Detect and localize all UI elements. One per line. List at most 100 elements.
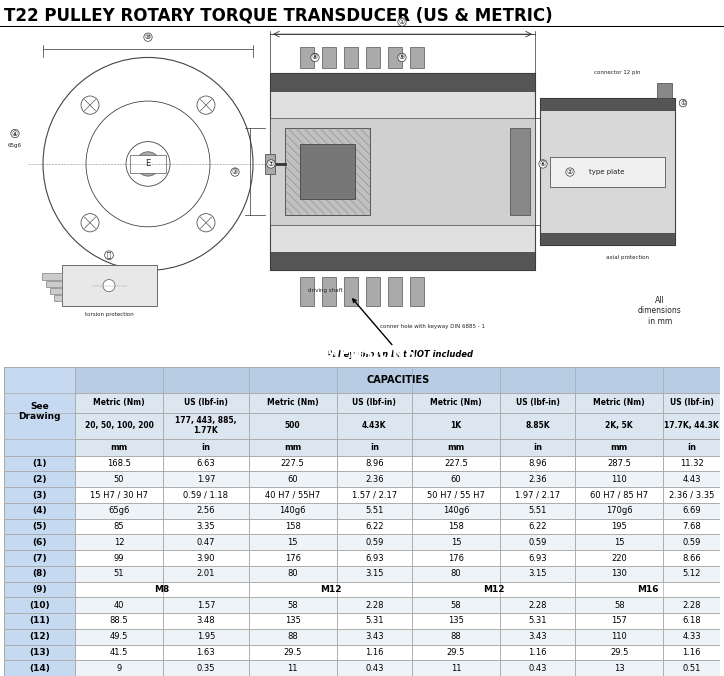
Text: 220: 220 xyxy=(611,554,627,562)
Text: (4): (4) xyxy=(32,506,47,515)
Bar xyxy=(163,393,249,413)
Text: ⑦: ⑦ xyxy=(268,161,274,167)
Bar xyxy=(62,265,157,306)
Text: 130: 130 xyxy=(611,569,627,578)
Bar xyxy=(576,644,663,660)
Bar xyxy=(75,598,163,613)
Text: 85: 85 xyxy=(114,522,125,531)
Text: (2): (2) xyxy=(32,475,47,484)
Bar xyxy=(337,629,412,644)
Text: 2K, 5K: 2K, 5K xyxy=(605,421,633,430)
Text: T22 PULLEY ROTARY TORQUE TRANSDUCER (US & METRIC): T22 PULLEY ROTARY TORQUE TRANSDUCER (US … xyxy=(4,7,552,24)
Text: 1.57 / 2.17: 1.57 / 2.17 xyxy=(352,491,397,500)
Bar xyxy=(657,82,672,98)
Bar xyxy=(540,233,675,245)
Text: in: in xyxy=(201,443,211,452)
Bar xyxy=(249,471,337,487)
Text: 170g6: 170g6 xyxy=(606,506,633,515)
Text: 0.43: 0.43 xyxy=(365,664,384,673)
Bar xyxy=(576,581,720,598)
Text: 29.5: 29.5 xyxy=(610,648,628,657)
Text: 11.32: 11.32 xyxy=(680,459,704,468)
Bar xyxy=(163,471,249,487)
Text: 29.5: 29.5 xyxy=(447,648,465,657)
Bar xyxy=(4,550,75,566)
Text: 0.59 / 1.18: 0.59 / 1.18 xyxy=(183,491,228,500)
Text: torsion protection: torsion protection xyxy=(85,312,133,316)
Bar xyxy=(75,393,163,413)
Bar xyxy=(54,295,62,301)
Bar xyxy=(500,518,576,535)
Bar xyxy=(163,413,249,439)
Bar xyxy=(337,550,412,566)
Bar xyxy=(388,47,402,68)
Text: 135: 135 xyxy=(285,617,300,625)
Bar xyxy=(663,629,720,644)
Text: 0.59: 0.59 xyxy=(529,538,547,547)
Bar xyxy=(663,503,720,518)
Text: 51: 51 xyxy=(114,569,125,578)
Bar xyxy=(249,487,337,503)
Text: 1.97 / 2.17: 1.97 / 2.17 xyxy=(515,491,560,500)
Bar xyxy=(163,598,249,613)
Text: 8.85K: 8.85K xyxy=(526,421,550,430)
Text: ⑥: ⑥ xyxy=(540,161,546,167)
Bar xyxy=(249,456,337,471)
Text: 1.16: 1.16 xyxy=(683,648,701,657)
Bar xyxy=(300,144,355,199)
Circle shape xyxy=(136,152,160,176)
Text: in: in xyxy=(370,443,379,452)
Bar xyxy=(500,566,576,581)
Text: ⑩: ⑩ xyxy=(145,34,151,40)
Text: E: E xyxy=(146,160,151,168)
Bar xyxy=(4,487,75,503)
Text: 227.5: 227.5 xyxy=(281,459,305,468)
Bar xyxy=(412,550,500,566)
Text: 58: 58 xyxy=(450,601,461,610)
Text: (13): (13) xyxy=(29,648,50,657)
Bar xyxy=(576,629,663,644)
Text: 2.01: 2.01 xyxy=(197,569,215,578)
Text: ⑧: ⑧ xyxy=(312,55,318,60)
Text: 0.51: 0.51 xyxy=(683,664,701,673)
Bar xyxy=(576,471,663,487)
Bar xyxy=(75,629,163,644)
Text: 2.36: 2.36 xyxy=(529,475,547,484)
Text: (8): (8) xyxy=(32,569,47,578)
Bar xyxy=(500,439,576,456)
Text: M12: M12 xyxy=(320,585,341,594)
Text: 40 H7 / 55H7: 40 H7 / 55H7 xyxy=(265,491,320,500)
Text: 5.51: 5.51 xyxy=(529,506,547,515)
Text: 0.43: 0.43 xyxy=(529,664,547,673)
Text: 60: 60 xyxy=(287,475,298,484)
Text: (12): (12) xyxy=(29,632,50,641)
Bar xyxy=(500,487,576,503)
Text: 11: 11 xyxy=(287,664,298,673)
Text: ②: ② xyxy=(567,169,573,175)
Bar xyxy=(270,252,535,270)
Text: M12: M12 xyxy=(483,585,505,594)
Bar xyxy=(75,550,163,566)
Bar xyxy=(576,456,663,471)
Bar xyxy=(75,518,163,535)
Text: 1.95: 1.95 xyxy=(197,632,215,641)
Bar xyxy=(75,487,163,503)
Bar xyxy=(576,487,663,503)
Bar xyxy=(663,598,720,613)
Text: M8: M8 xyxy=(154,585,169,594)
Text: 2.28: 2.28 xyxy=(529,601,547,610)
Text: Metric (Nm): Metric (Nm) xyxy=(267,398,319,408)
Bar xyxy=(500,644,576,660)
Bar xyxy=(50,288,62,293)
Text: 15: 15 xyxy=(287,538,298,547)
Text: 2.28: 2.28 xyxy=(683,601,701,610)
Bar xyxy=(576,518,663,535)
Bar xyxy=(663,566,720,581)
Text: 60: 60 xyxy=(450,475,461,484)
Text: US (lbf-in): US (lbf-in) xyxy=(184,398,228,408)
Text: 60 H7 / 85 H7: 60 H7 / 85 H7 xyxy=(590,491,648,500)
Text: 4.43K: 4.43K xyxy=(362,421,387,430)
Bar xyxy=(4,613,75,629)
Bar xyxy=(249,581,412,598)
Bar xyxy=(163,613,249,629)
